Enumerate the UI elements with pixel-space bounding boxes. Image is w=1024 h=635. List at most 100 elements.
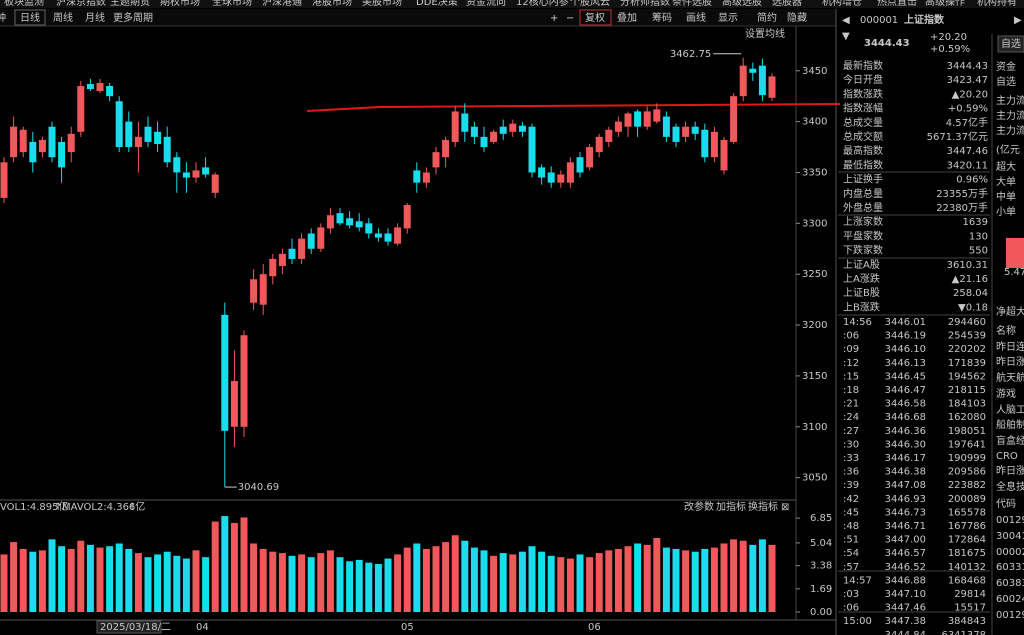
side-item[interactable]: 昨日涨 (996, 356, 1024, 368)
tool-button[interactable]: 画线 (686, 11, 706, 24)
candle-body (470, 126, 478, 137)
volume-bar (566, 558, 574, 612)
side-item[interactable]: 人脑工 (996, 403, 1024, 416)
side-item[interactable]: 00129 (996, 610, 1024, 621)
tool-button[interactable]: − (566, 13, 574, 24)
menu-item[interactable]: 资金流向 (466, 0, 506, 8)
tick-price: 3446.19 (885, 331, 926, 342)
candle-body (614, 121, 622, 132)
menu-item[interactable]: 板块监测 (4, 0, 44, 8)
tool-button[interactable]: 筹码 (652, 11, 672, 24)
volume-bar (518, 551, 526, 612)
menu-item[interactable]: 全球市场 (212, 0, 252, 8)
menu-item[interactable]: 港股市场 (312, 0, 352, 8)
indicator-button[interactable]: 换指标 (748, 500, 778, 513)
period-tab[interactable]: 钟 (0, 11, 6, 24)
candle-body (77, 86, 85, 132)
volume-bar (749, 544, 757, 612)
ma-setting[interactable]: 设置均线 (745, 27, 785, 40)
side-item[interactable]: 60331 (996, 562, 1024, 573)
stat-value: 4.57亿手 (946, 116, 988, 129)
period-tab[interactable]: 日线 (20, 11, 40, 24)
volume-bar (432, 546, 440, 612)
toolbar (0, 9, 836, 26)
side-item[interactable]: 船舶制 (996, 418, 1024, 431)
side-item[interactable]: 航天航 (996, 371, 1024, 384)
menu-item[interactable]: 热点直击 (877, 0, 917, 8)
indicator-button[interactable]: 改参数 (684, 500, 714, 513)
side-item: 超大 (996, 160, 1016, 173)
side-item[interactable]: 盲盒经 (996, 434, 1024, 447)
side-item[interactable]: 游戏 (996, 387, 1016, 400)
side-item: 自选 (996, 75, 1016, 88)
volume-bar (211, 521, 219, 612)
tool-button[interactable]: + (550, 13, 558, 24)
menu-item[interactable]: DDE决策 (416, 0, 458, 8)
candle-body (480, 136, 488, 148)
volume-bar (442, 542, 450, 612)
side-item: 名称 (996, 324, 1016, 337)
volume-bar (19, 548, 27, 612)
period-tab[interactable]: 更多周期 (113, 11, 153, 24)
indicator-button[interactable]: 加指标 (716, 500, 746, 513)
volume-bar (125, 548, 133, 612)
candle-body (115, 101, 123, 148)
volume-bar (259, 548, 267, 612)
side-item[interactable]: CRO (996, 451, 1018, 462)
candle-body (672, 126, 680, 142)
stat-label: 内盘总量 (843, 187, 883, 200)
candle-body (384, 233, 392, 242)
menu-item[interactable]: 高级选股 (722, 0, 762, 8)
tool-button[interactable]: 隐藏 (787, 12, 807, 24)
fav-button[interactable] (997, 35, 1024, 53)
nav-arrow[interactable]: ◀ (842, 15, 850, 26)
y-tick-label: 3400 (802, 117, 827, 128)
side-item[interactable]: 00002 (996, 547, 1024, 558)
menu-item[interactable]: 12核心内参 (516, 0, 569, 8)
side-item[interactable]: 60024 (996, 594, 1024, 605)
candle-body (566, 162, 574, 183)
candle-body (355, 221, 363, 228)
vol-tick-label: 6.85 (810, 513, 832, 524)
menu-item[interactable]: 选股器 (772, 0, 802, 8)
vol-tick-label: 5.04 (810, 538, 832, 549)
menu-item[interactable]: 机构增仓 (822, 0, 862, 8)
side-item[interactable]: 00129 (996, 515, 1024, 526)
tick-time: :54 (843, 548, 859, 559)
menu-item[interactable]: 机构持有 (977, 0, 1017, 8)
menu-item[interactable]: 高级操作 (925, 0, 965, 8)
tool-button[interactable]: 叠加 (617, 12, 637, 24)
period-tab[interactable]: 周线 (53, 11, 73, 24)
side-item[interactable]: 全息技 (996, 480, 1024, 493)
side-item[interactable]: 代码 (996, 498, 1016, 510)
menu-item[interactable]: 分析师指数 (620, 0, 670, 8)
menu-item[interactable]: 沪深京指数 (56, 0, 106, 8)
fav-label[interactable]: 自选 (1001, 37, 1021, 50)
tick-time: 14:56 (843, 317, 872, 328)
tool-button[interactable]: 复权 (585, 11, 605, 24)
candle-body (490, 131, 498, 142)
menu-item[interactable]: 条件选股 (672, 0, 712, 8)
menu-item[interactable]: 期权市场 (160, 0, 200, 8)
tool-button[interactable]: 显示 (718, 12, 738, 24)
side-item[interactable]: 昨日连 (996, 340, 1024, 353)
candle-body (230, 380, 238, 427)
side-item[interactable]: 30041 (996, 531, 1024, 542)
stat-label: 最低指数 (843, 158, 883, 171)
nav-arrow[interactable]: ▶ (1014, 15, 1022, 26)
menu-item[interactable]: 主题期货 (110, 0, 150, 8)
tick-volume: 15517 (954, 603, 986, 614)
side-item[interactable]: 昨日涨 (996, 465, 1024, 477)
tick-price: 3446.38 (885, 467, 926, 478)
tool-button[interactable]: 简约 (757, 11, 777, 24)
menu-item[interactable]: 美股市场 (362, 0, 402, 8)
close-button[interactable]: ⊠ (781, 502, 789, 513)
menu-item[interactable]: 沪深港通 (262, 0, 302, 8)
tick-time: :06 (843, 331, 859, 342)
candle-body (48, 126, 56, 158)
volume-bar (739, 540, 747, 612)
period-tab[interactable]: 月线 (85, 11, 105, 24)
volume-bar (173, 555, 181, 612)
side-item[interactable]: 60383 (996, 578, 1024, 589)
menu-item[interactable]: 个股风云 (570, 0, 610, 8)
